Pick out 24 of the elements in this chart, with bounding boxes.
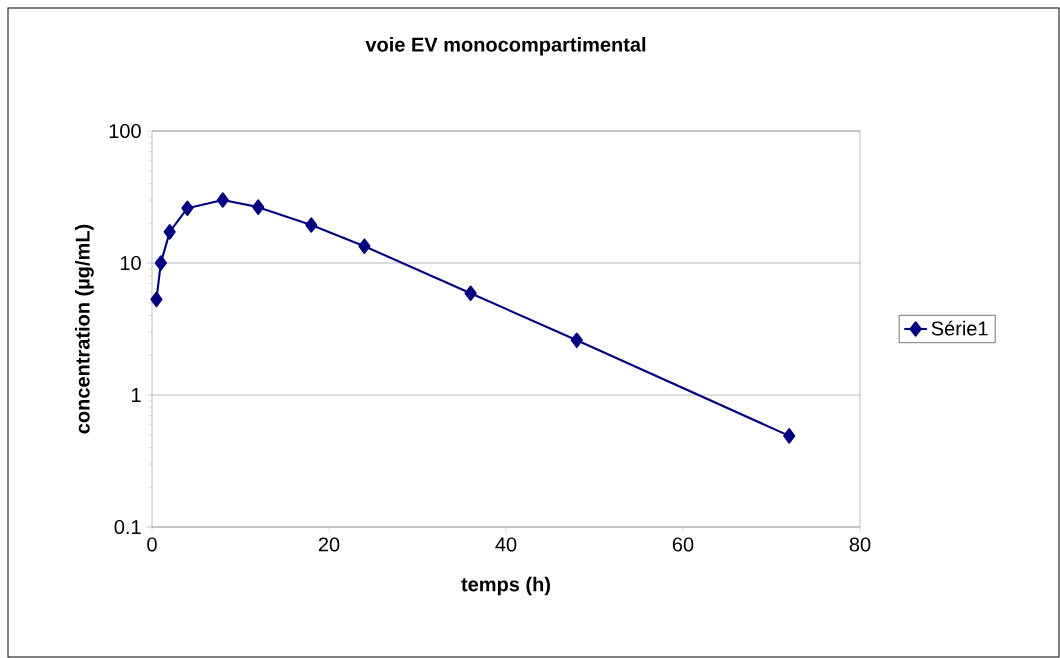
x-tick-label: 60 (672, 537, 694, 552)
y-tick-label: 10 (120, 255, 141, 271)
point (252, 199, 265, 215)
chart-title: voie EV monocompartimental (365, 36, 646, 56)
y-tick-label: 1 (132, 388, 141, 402)
y-axis-title: concentration (µg/mL) (75, 224, 94, 434)
x-tick-label: 80 (849, 537, 871, 552)
point (163, 224, 176, 240)
x-axis-title: temps (h) (461, 576, 550, 596)
y-tick-label: 0.1 (114, 519, 141, 535)
x-tick-label: 0 (147, 537, 157, 552)
point (783, 428, 796, 444)
point (305, 217, 318, 233)
point (358, 238, 371, 254)
point (150, 291, 163, 308)
point (570, 332, 583, 348)
y-tick-label: 100 (109, 123, 141, 139)
point (181, 200, 194, 216)
x-tick-label: 40 (495, 537, 517, 552)
x-tick-label: 20 (318, 537, 340, 552)
legend-label: Série1 (931, 320, 988, 336)
point (216, 192, 229, 208)
point (154, 255, 167, 271)
point (464, 285, 477, 301)
